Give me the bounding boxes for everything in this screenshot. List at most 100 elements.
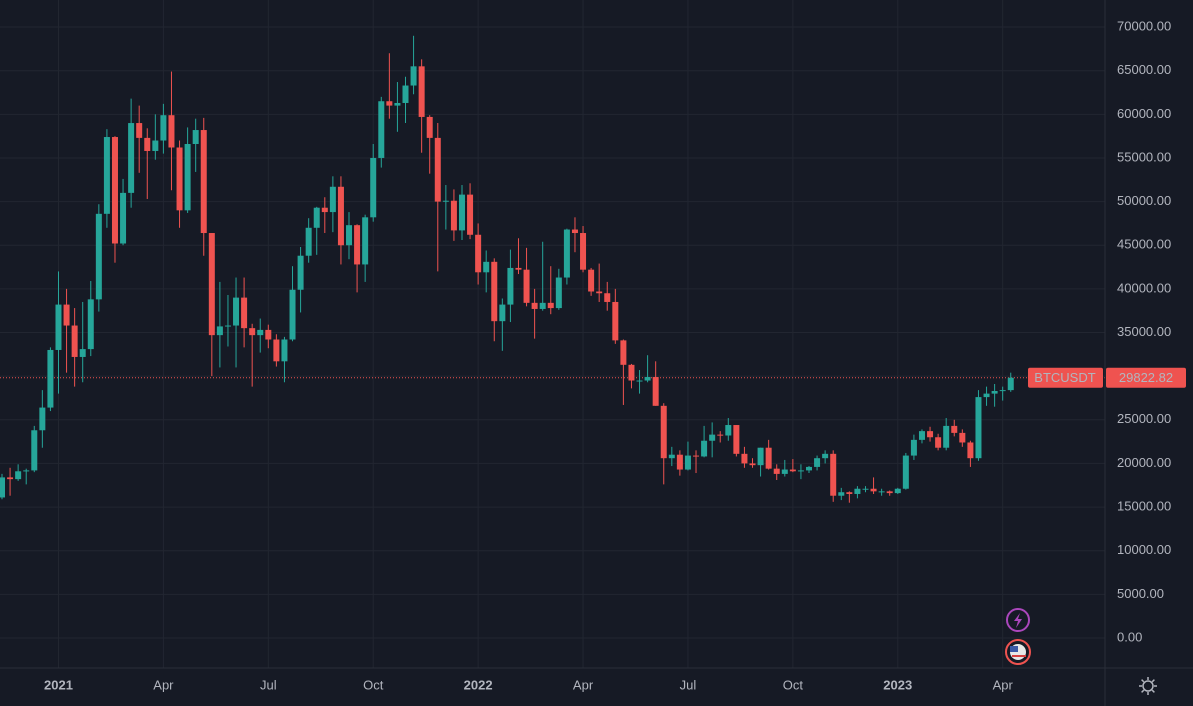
candle-body (168, 115, 175, 148)
candle-body (725, 425, 732, 436)
candle-body (176, 147, 183, 211)
x-tick-label: Oct (363, 677, 384, 692)
candle-body (370, 157, 377, 218)
candle-body (418, 66, 425, 117)
candle-body (555, 277, 562, 309)
candle-body (184, 144, 191, 211)
candle-body (515, 267, 522, 270)
candle-body (983, 393, 990, 398)
candle-body (539, 302, 546, 309)
candle-body (773, 468, 780, 474)
candle-body (47, 349, 54, 408)
y-tick-label: 0.00 (1117, 629, 1142, 644)
candle-body (249, 328, 256, 336)
candle-body (450, 200, 457, 231)
candle-body (951, 425, 958, 433)
candle-body (652, 377, 659, 406)
candle-body (95, 213, 102, 300)
candle-body (894, 488, 901, 494)
candle-body (499, 304, 506, 322)
candle-body (822, 453, 829, 459)
candle-body (208, 233, 215, 336)
candle-body (152, 140, 159, 151)
candle-body (918, 431, 925, 440)
candle-body (717, 434, 724, 436)
candle-body (160, 115, 167, 141)
settings-icon[interactable] (1139, 677, 1157, 695)
candle-body (0, 477, 5, 498)
candle-body (200, 130, 207, 234)
candle-body (507, 267, 514, 305)
candle-body (838, 492, 845, 496)
gear-teeth (1139, 677, 1157, 695)
candle-body (741, 453, 748, 464)
candle-body (580, 233, 587, 270)
icon-flag-canton (1010, 646, 1018, 652)
candle-body (233, 297, 240, 326)
candle-body (87, 299, 94, 350)
candle-body (467, 194, 474, 235)
candle-body (224, 325, 231, 327)
y-tick-label: 55000.00 (1117, 149, 1171, 164)
candle-body (410, 66, 417, 86)
candle-body (144, 137, 151, 151)
candle-body (684, 455, 691, 470)
candle-body (111, 137, 118, 244)
candle-body (79, 349, 86, 357)
candle-body (7, 477, 14, 480)
candle-body (346, 225, 353, 246)
lightning-icon[interactable] (1006, 608, 1030, 632)
candle-body (63, 304, 70, 326)
candle-body (806, 466, 812, 471)
candle-body (136, 123, 143, 138)
candle-body (531, 302, 538, 309)
candle-body (910, 439, 917, 456)
candle-body (935, 437, 942, 448)
icon-bolt (1014, 613, 1022, 628)
candle-body (846, 492, 853, 494)
y-tick-label: 40000.00 (1117, 280, 1171, 295)
candle-body (693, 455, 700, 457)
y-tick-label: 10000.00 (1117, 542, 1171, 557)
candle-body (313, 207, 320, 228)
y-tick-label: 45000.00 (1117, 237, 1171, 252)
candle-body (273, 339, 280, 362)
candle-body (596, 291, 603, 294)
flag-icon[interactable] (1005, 639, 1031, 665)
x-tick-label: Apr (573, 677, 594, 692)
candle-body (216, 326, 223, 336)
x-tick-label: 2022 (464, 677, 493, 692)
candle-body (757, 447, 764, 466)
candle-body (241, 297, 248, 329)
gear-hub (1142, 680, 1154, 692)
candle-body (999, 390, 1006, 392)
candle-body (749, 463, 756, 466)
y-tick-label: 60000.00 (1117, 106, 1171, 121)
candle-body (523, 269, 530, 303)
y-tick-label: 70000.00 (1117, 18, 1171, 33)
candles (0, 35, 1014, 503)
candle-body (797, 470, 804, 472)
candle-body (329, 186, 336, 213)
candle-body (814, 458, 821, 467)
candle-body (547, 302, 554, 309)
candle-body (15, 471, 22, 480)
y-tick-label: 35000.00 (1117, 324, 1171, 339)
candle-body (378, 101, 385, 158)
y-tick-label: 25000.00 (1117, 411, 1171, 426)
candle-body (620, 340, 627, 365)
candle-body (55, 304, 62, 350)
candle-body (830, 453, 837, 496)
candle-body (289, 289, 296, 340)
candle-body (128, 123, 135, 193)
candle-body (628, 364, 635, 381)
candle-body (31, 430, 38, 471)
candle-body (878, 491, 885, 493)
candle-body (660, 405, 667, 459)
candle-body (902, 455, 909, 489)
candle-body (458, 194, 465, 231)
y-tick-label: 20000.00 (1117, 455, 1171, 470)
candle-body (386, 101, 393, 106)
